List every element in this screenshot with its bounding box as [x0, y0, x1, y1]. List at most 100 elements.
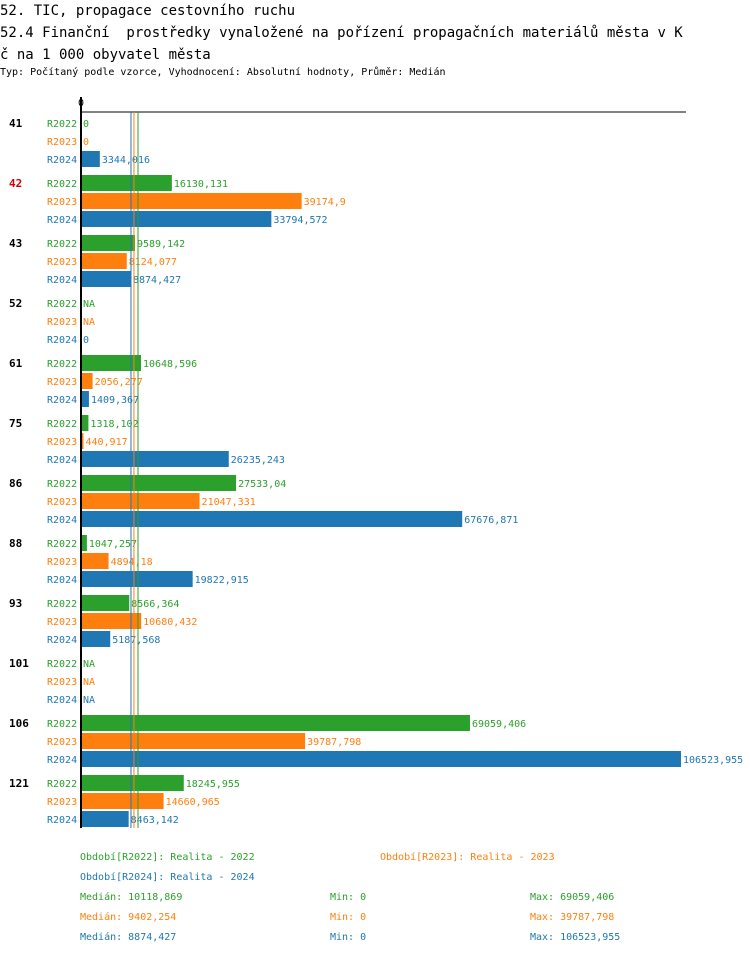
- series-label: R2023: [47, 797, 77, 808]
- bar-value-label: 27533,04: [238, 479, 286, 490]
- series-label: R2022: [47, 539, 77, 550]
- legend-item: Období[R2022]: Realita - 2022: [80, 851, 255, 863]
- bar: [81, 253, 127, 269]
- bar: [81, 571, 193, 587]
- stat-min: Min: 0: [330, 892, 366, 903]
- bar: [81, 211, 272, 227]
- legend-item: Období[R2023]: Realita - 2023: [380, 851, 555, 863]
- group-label: 101: [9, 657, 29, 670]
- series-label: R2024: [47, 575, 77, 586]
- bar-value-label: 1318,102: [90, 419, 138, 430]
- series-label: R2024: [47, 395, 77, 406]
- series-label: R2022: [47, 359, 77, 370]
- bar: [81, 535, 87, 551]
- series-label: R2023: [47, 197, 77, 208]
- bar: [81, 793, 164, 809]
- bar-value-label: 8566,364: [131, 599, 179, 610]
- bar-value-label: 0: [83, 137, 89, 148]
- group-label: 121: [9, 777, 29, 790]
- group-label: 93: [9, 597, 22, 610]
- bar-value-label: 3344,016: [102, 155, 150, 166]
- series-label: R2022: [47, 659, 77, 670]
- series-label: R2024: [47, 755, 77, 766]
- bar: [81, 775, 184, 791]
- bar-value-label: 14660,965: [166, 797, 220, 808]
- series-label: R2024: [47, 455, 77, 466]
- bar-value-label: 2056,277: [95, 377, 143, 388]
- bar-value-label: 16130,131: [174, 179, 228, 190]
- series-label: R2023: [47, 557, 77, 568]
- bar: [81, 811, 129, 827]
- series-label: R2023: [47, 377, 77, 388]
- bar: [81, 175, 172, 191]
- group-label: 106: [9, 717, 29, 730]
- bar: [81, 751, 681, 767]
- bar-value-label: 19822,915: [195, 575, 249, 586]
- bar-value-label: NA: [83, 659, 95, 670]
- group-label: 88: [9, 537, 22, 550]
- bar-value-label: 69059,406: [472, 719, 526, 730]
- series-label: R2023: [47, 677, 77, 688]
- bar: [81, 733, 306, 749]
- legend-item: Období[R2024]: Realita - 2024: [80, 871, 255, 883]
- bar-value-label: 440,917: [85, 437, 127, 448]
- bar-value-label: 0: [83, 119, 89, 130]
- bar-value-label: 8463,142: [131, 815, 179, 826]
- series-label: R2022: [47, 599, 77, 610]
- chart-subtitle-line-1: 52.4 Finanční prostředky vynaložené na p…: [0, 25, 683, 41]
- series-label: R2023: [47, 737, 77, 748]
- series-label: R2022: [47, 419, 77, 430]
- series-label: R2024: [47, 815, 77, 826]
- bar: [81, 493, 200, 509]
- chart-type-description: Typ: Počítaný podle vzorce, Vyhodnocení:…: [0, 67, 446, 78]
- bar: [81, 415, 89, 431]
- bar-value-label: NA: [83, 677, 95, 688]
- series-label: R2022: [47, 719, 77, 730]
- bar-value-label: 33794,572: [273, 215, 327, 226]
- series-label: R2024: [47, 515, 77, 526]
- bar-value-label: 5187,568: [112, 635, 160, 646]
- bar: [81, 391, 89, 407]
- bar-value-label: 106523,955: [683, 755, 743, 766]
- series-label: R2022: [47, 179, 77, 190]
- bar: [81, 433, 84, 449]
- series-label: R2024: [47, 635, 77, 646]
- bar-value-label: 9589,142: [137, 239, 185, 250]
- stat-min: Min: 0: [330, 912, 366, 923]
- bar: [81, 451, 229, 467]
- bar-value-label: 1047,257: [89, 539, 137, 550]
- chart-title: 52. TIC, propagace cestovního ruchu: [0, 3, 296, 19]
- bar-value-label: 10648,596: [143, 359, 197, 370]
- bar: [81, 613, 142, 629]
- group-label: 61: [9, 357, 23, 370]
- bar: [81, 631, 111, 647]
- group-label: 42: [9, 177, 22, 190]
- series-label: R2023: [47, 497, 77, 508]
- bar: [81, 271, 131, 287]
- bar: [81, 553, 109, 569]
- series-label: R2022: [47, 479, 77, 490]
- stat-max: Max: 106523,955: [530, 932, 620, 943]
- group-label: 75: [9, 417, 22, 430]
- bar: [81, 193, 302, 209]
- stat-min: Min: 0: [330, 932, 366, 943]
- bar: [81, 151, 100, 167]
- series-label: R2023: [47, 617, 77, 628]
- bar: [81, 595, 130, 611]
- series-label: R2024: [47, 275, 77, 286]
- group-label: 52: [9, 297, 22, 310]
- stat-median: Medián: 10118,869: [80, 891, 182, 903]
- bar: [81, 511, 463, 527]
- bar-value-label: 8124,077: [129, 257, 177, 268]
- stat-median: Medián: 8874,427: [80, 931, 176, 943]
- stat-max: Max: 39787,798: [530, 912, 614, 923]
- bar: [81, 235, 136, 251]
- bar-value-label: NA: [83, 317, 95, 328]
- series-label: R2022: [47, 299, 77, 310]
- bar-value-label: NA: [83, 299, 95, 310]
- series-label: R2022: [47, 239, 77, 250]
- series-label: R2023: [47, 137, 77, 148]
- bar-value-label: 1409,367: [91, 395, 139, 406]
- series-label: R2023: [47, 317, 77, 328]
